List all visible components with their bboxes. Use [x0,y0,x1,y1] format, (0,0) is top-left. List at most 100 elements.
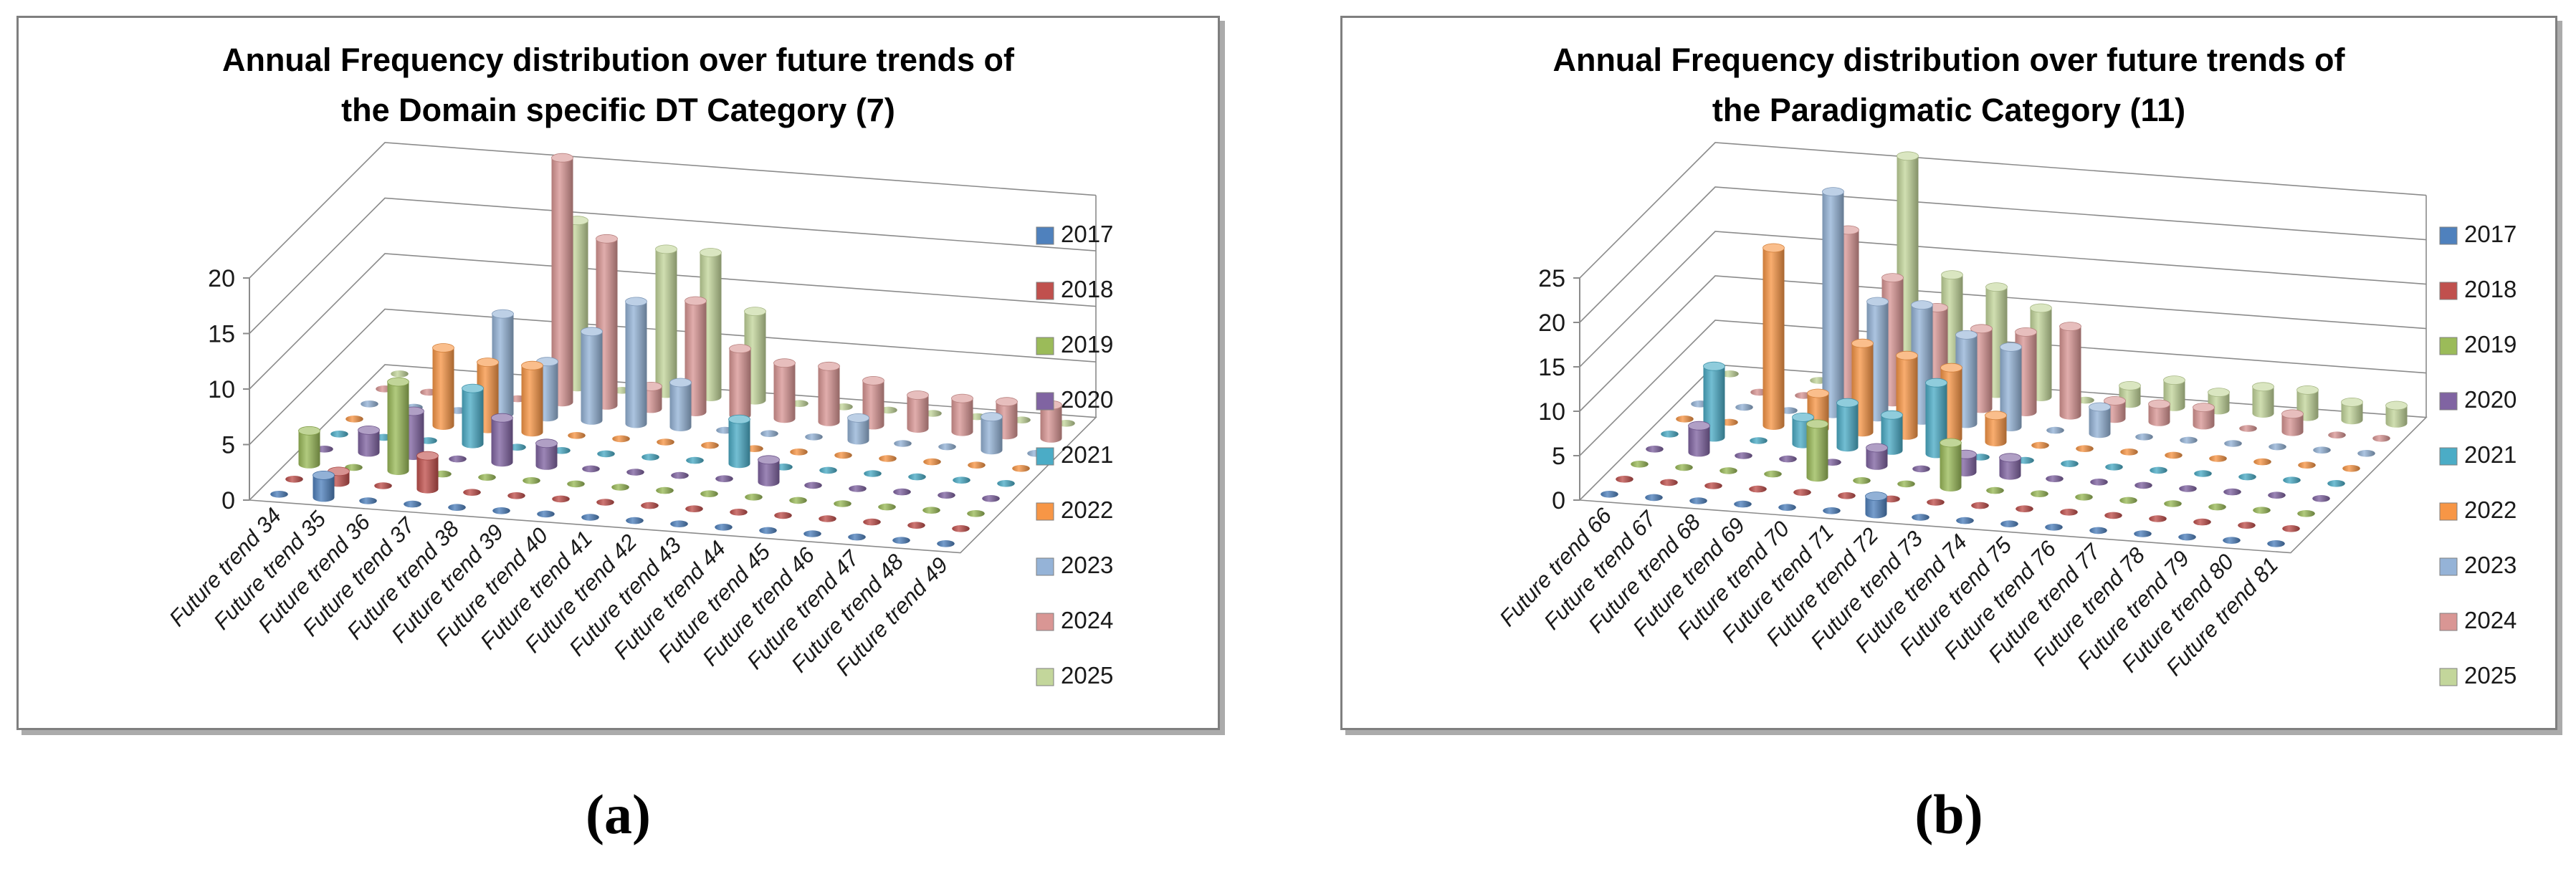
legend-label-2018: 2018 [2464,276,2517,302]
zero-marker-2022-Future trend 41 [656,438,674,446]
bar-top-2024-Future trend 76 [2148,399,2170,408]
zero-marker-2019-Future trend 77 [2119,497,2137,504]
bar-top-2020-Future trend 35 [357,425,380,435]
bar-top-2025-Future trend 76 [2163,375,2185,385]
bar-top-2025-Future trend 75 [2119,380,2141,390]
zero-marker-2020-Future trend 72 [1912,465,1930,472]
legend-swatch-2025 [2439,668,2458,686]
zero-marker-2020-Future trend 40 [581,465,600,472]
zero-marker-2019-Future trend 69 [1764,470,1782,477]
bar-top-2024-Future trend 46 [906,390,929,400]
zero-marker-2023-Future trend 43 [760,429,778,437]
zero-marker-2018-Future trend 42 [640,502,659,509]
chart-panel-b: Annual Frequency distribution over futur… [1340,16,2557,730]
bar-2020-Future trend 38 [491,417,512,466]
zero-marker-2018-Future trend 40 [551,495,570,502]
bar-2020-Future trend 67 [1688,425,1710,456]
value-axis: 0 5 10 15 20 25 [1538,265,1580,514]
bar-top-2017-Future trend 72 [1865,491,1887,501]
zero-marker-2017-Future trend 70 [1778,503,1796,511]
zero-marker-2019-Future trend 35 [344,464,363,471]
value-tick-label: 0 [1552,487,1565,514]
zero-marker-2020-Future trend 41 [626,468,644,476]
zero-marker-2018-Future trend 67 [1660,479,1678,486]
zero-marker-2018-Future trend 66 [1616,475,1633,483]
zero-marker-2017-Future trend 44 [714,523,733,531]
legend-label-2023: 2023 [2464,552,2517,578]
zero-marker-2017-Future trend 79 [2178,533,2196,540]
value-tick-label: 5 [1552,443,1565,470]
zero-marker-2017-Future trend 74 [1956,517,1974,524]
zero-marker-2018-Future trend 36 [373,481,392,489]
value-tick-label: 5 [221,431,235,459]
zero-marker-2018-Future trend 76 [2060,508,2078,516]
bar-2021-Future trend 72 [1925,382,1947,458]
bar-top-2025-Future trend 72 [1985,282,2008,292]
zero-marker-2022-Future trend 79 [2253,458,2271,465]
gridline [248,308,1096,445]
legend-swatch-2018 [2439,282,2458,299]
zero-marker-2019-Future trend 66 [1631,460,1649,468]
bar-top-2020-Future trend 44 [757,454,780,464]
zero-marker-2018-Future trend 71 [1838,491,1856,499]
zero-marker-2017-Future trend 40 [536,510,555,517]
bar-top-2024-Future trend 73 [2015,327,2037,337]
bar-top-2020-Future trend 39 [535,438,558,448]
bar-top-2024-Future trend 39 [595,234,618,244]
bar-2017-Future trend 72 [1865,496,1887,518]
zero-marker-2018-Future trend 79 [2193,518,2211,525]
legend-label-2024: 2024 [1061,607,1113,633]
zero-marker-2023-Future trend 77 [2180,436,2198,443]
legend-swatch-2024 [2439,613,2458,630]
legend-label-2018: 2018 [1061,276,1113,302]
bar-top-2024-Future trend 43 [773,358,796,368]
zero-marker-2021-Future trend 77 [2150,466,2167,474]
zero-marker-2018-Future trend 74 [1971,502,1989,509]
zero-marker-2021-Future trend 47 [907,473,926,480]
zero-marker-2022-Future trend 77 [2165,451,2183,459]
zero-marker-2019-Future trend 47 [877,503,896,510]
zero-marker-2017-Future trend 49 [936,539,955,547]
zero-marker-2018-Future trend 78 [2149,514,2167,522]
zero-marker-2018-Future trend 69 [1749,485,1767,492]
zero-marker-2022-Future trend 47 [922,458,941,465]
zero-marker-2021-Future trend 66 [1661,430,1679,438]
bar-2023-Future trend 75 [2089,406,2111,438]
legend-label-2025: 2025 [2464,662,2517,689]
zero-marker-2022-Future trend 75 [2076,444,2094,452]
legend-swatch-2020 [2439,392,2458,410]
bar-top-2025-Future trend 42 [743,306,766,316]
bar-top-2023-Future trend 73 [2000,342,2022,352]
zero-marker-2017-Future trend 68 [1689,497,1707,504]
zero-marker-2018-Future trend 81 [2282,524,2300,532]
legend-swatch-2021 [2439,447,2458,465]
axis-walls-gridlines [1578,141,2428,553]
zero-marker-2021-Future trend 79 [2238,473,2256,480]
bar-top-2024-Future trend 38 [550,153,573,163]
bar-2023-Future trend 69 [1822,191,1844,418]
zero-marker-2022-Future trend 45 [834,451,852,459]
zero-marker-2020-Future trend 48 [937,491,955,499]
bar-top-2023-Future trend 41 [669,378,692,387]
zero-marker-2018-Future trend 41 [596,498,614,506]
bar-2020-Future trend 39 [535,443,557,470]
zero-marker-2017-Future trend 39 [492,507,510,514]
legend-swatch-2021 [1036,447,1054,465]
bar-2024-Future trend 79 [2281,413,2304,436]
bar-top-2025-Future trend 77 [2208,387,2230,397]
zero-marker-2022-Future trend 40 [611,435,630,442]
bar-top-2019-Future trend 73 [1940,438,1962,447]
zero-marker-2017-Future trend 38 [447,503,466,511]
zero-marker-2023-Future trend 34 [360,400,378,408]
bar-2021-Future trend 67 [1703,365,1725,441]
value-tick-label: 15 [208,320,235,347]
legend-swatch-2022 [2439,502,2458,520]
zero-marker-2017-Future trend 66 [1601,490,1618,498]
zero-marker-2021-Future trend 80 [2283,476,2301,484]
zero-marker-2020-Future trend 77 [2134,481,2152,489]
bar-top-2025-Future trend 78 [2252,381,2274,391]
bar-top-2023-Future trend 70 [1866,297,1889,306]
bar-top-2019-Future trend 34 [297,426,320,436]
bar-top-2025-Future trend 79 [2296,385,2319,395]
zero-marker-2017-Future trend 47 [847,533,866,540]
